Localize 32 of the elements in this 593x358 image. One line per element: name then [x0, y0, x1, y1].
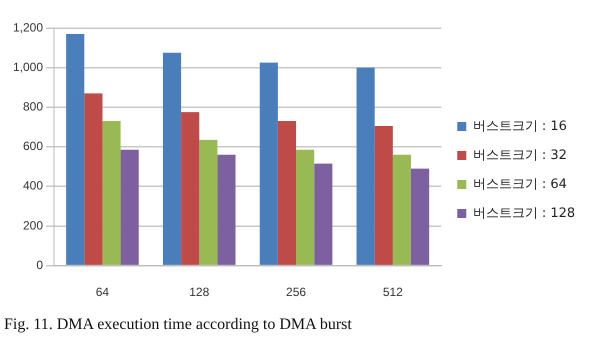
bar: [120, 150, 139, 265]
bar: [374, 126, 393, 265]
bar: [411, 168, 430, 265]
y-tick-label: 0: [36, 258, 44, 272]
bar: [181, 112, 200, 265]
x-tick-label: 64: [96, 285, 110, 300]
bar: [199, 140, 218, 265]
y-tick-label: 200: [23, 218, 44, 232]
legend-label: 버스트크기 : 64: [472, 176, 567, 192]
bar: [278, 121, 296, 265]
y-tick-label: 400: [23, 178, 44, 193]
legend-label: 버스트크기 : 32: [472, 148, 567, 163]
legend-label: 버스트크기 : 16: [472, 118, 567, 134]
bar: [392, 154, 411, 265]
legend-label: 버스트크기 : 128: [472, 206, 576, 221]
bar: [84, 93, 102, 265]
bar: [356, 68, 375, 265]
y-tick-label: 800: [23, 100, 44, 114]
bar: [102, 121, 121, 265]
caption: Fig. 11. DMA execution time according to DMA burst: [4, 316, 352, 334]
y-tick-label: 1,000: [13, 60, 44, 74]
bar: [314, 164, 332, 265]
y-tick-label: 1,200: [13, 20, 44, 34]
bar: [66, 34, 84, 265]
x-tick-label: 128: [189, 285, 210, 300]
bar: [162, 52, 182, 265]
y-tick-label: 600: [23, 139, 44, 154]
bar: [260, 62, 278, 265]
x-tick-label: 256: [286, 285, 306, 300]
x-tick-label: 512: [382, 285, 404, 300]
bar: [296, 150, 314, 265]
bar: [217, 154, 236, 265]
